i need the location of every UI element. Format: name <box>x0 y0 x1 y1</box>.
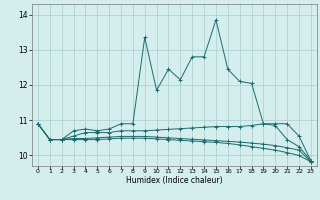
X-axis label: Humidex (Indice chaleur): Humidex (Indice chaleur) <box>126 176 223 185</box>
